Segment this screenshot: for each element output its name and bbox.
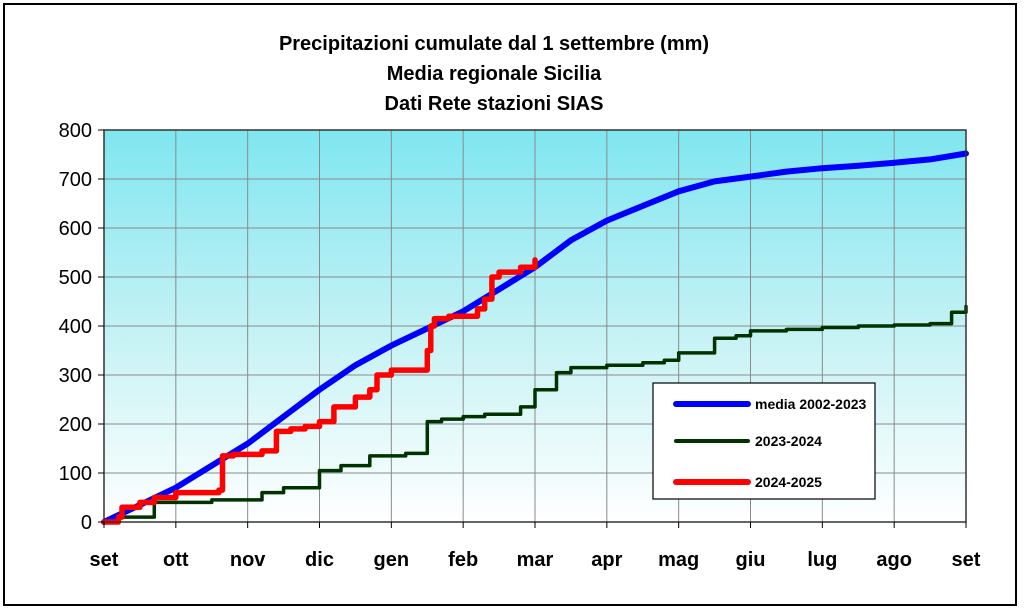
chart-title: Precipitazioni cumulate dal 1 settembre … <box>279 33 709 115</box>
chart-title-line-2: Media regionale Sicilia <box>387 63 602 85</box>
y-tick-label: 400 <box>59 316 92 338</box>
x-tick-label: gen <box>374 549 410 571</box>
x-tick-label: dic <box>305 549 334 571</box>
x-tick-label: apr <box>591 549 622 571</box>
chart-title-line-3: Dati Rete stazioni SIAS <box>385 93 604 115</box>
y-axis: 0 100 200 300 400 500 600 700 800 <box>59 120 104 534</box>
x-tick-label: lug <box>807 549 837 571</box>
x-tick-label: giu <box>736 549 766 571</box>
chart-title-line-1: Precipitazioni cumulate dal 1 settembre … <box>279 33 709 55</box>
series-line-2 <box>101 257 538 525</box>
y-tick-label: 100 <box>59 463 92 485</box>
legend-label-2: 2024-2025 <box>755 474 822 490</box>
y-tick-label: 700 <box>59 169 92 191</box>
y-tick-label: 500 <box>59 267 92 289</box>
x-tick-label: ago <box>876 549 912 571</box>
x-tick-label: set <box>90 549 119 571</box>
series-layer <box>101 150 969 525</box>
legend: media 2002-2023 2023-2024 2024-2025 <box>652 382 876 500</box>
y-tick-label: 0 <box>81 512 92 534</box>
series-line-1 <box>102 304 968 524</box>
x-tick-label: feb <box>448 549 478 571</box>
y-tick-label: 600 <box>59 218 92 240</box>
x-tick-label: nov <box>230 549 266 571</box>
x-tick-label: mar <box>517 549 554 571</box>
y-tick-label: 800 <box>59 120 92 142</box>
y-tick-label: 300 <box>59 365 92 387</box>
x-tick-label: mag <box>658 549 699 571</box>
x-axis: set ott nov dic gen feb mar apr mag giu lug ago set <box>90 522 981 571</box>
legend-label-0: media 2002-2023 <box>755 396 867 412</box>
legend-label-1: 2023-2024 <box>755 433 822 449</box>
y-tick-label: 200 <box>59 414 92 436</box>
x-tick-label: ott <box>163 549 189 571</box>
x-tick-label: set <box>952 549 981 571</box>
